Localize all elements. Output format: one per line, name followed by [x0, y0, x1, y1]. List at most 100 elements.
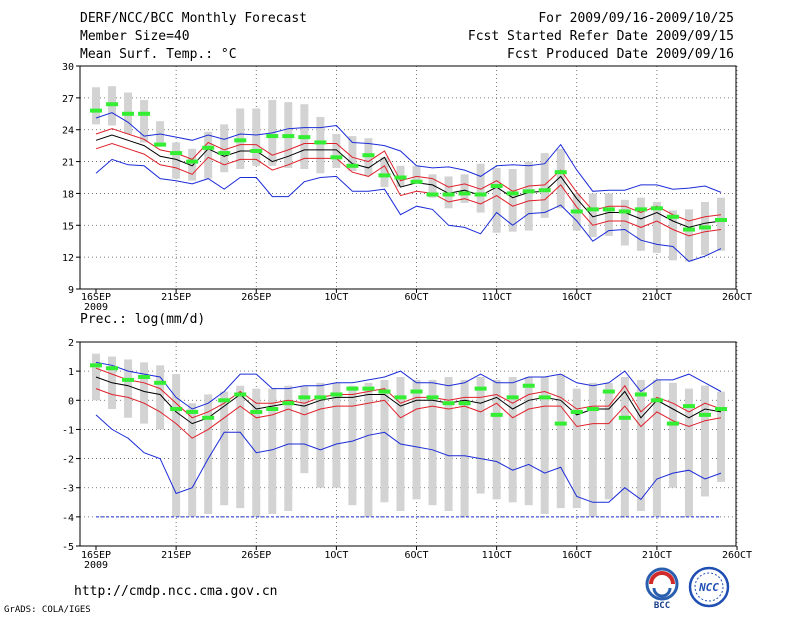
x-tick-label: 26SEP: [241, 550, 271, 561]
ensemble-mean-mark: [394, 395, 407, 400]
grads-credit: GrADS: COLA/IGES: [4, 605, 91, 615]
ensemble-mean-mark: [458, 191, 471, 196]
ensemble-box: [444, 376, 453, 512]
lower-outer-line: [95, 158, 722, 262]
x-tick-label: 11OCT: [482, 550, 512, 561]
x-tick-label: 26OCT: [722, 550, 752, 561]
ensemble-box: [364, 382, 373, 517]
ensemble-mean-mark: [394, 175, 407, 180]
ensemble-mean-mark: [586, 207, 599, 212]
x-tick-label: 1OCT: [324, 292, 348, 303]
x-tick-label: 26SEP: [241, 292, 271, 303]
ensemble-mean-mark: [266, 134, 279, 139]
ensemble-mean-mark: [682, 404, 695, 409]
ensemble-box: [316, 116, 325, 174]
ensemble-mean-mark: [666, 214, 679, 219]
y-tick-label: -5: [62, 542, 74, 553]
ensemble-box: [204, 131, 213, 179]
ensemble-box: [300, 385, 309, 474]
ensemble-box: [220, 124, 229, 173]
x-tick-label: 11OCT: [482, 292, 512, 303]
ensemble-box: [140, 362, 149, 424]
ensemble-mean-mark: [234, 392, 247, 397]
ensemble-box: [524, 376, 533, 506]
ensemble-mean-mark: [586, 407, 599, 412]
ensemble-box: [332, 133, 341, 168]
ensemble-mean-mark: [90, 363, 102, 368]
y-tick-label: 27: [62, 94, 74, 105]
ensemble-box: [524, 161, 533, 231]
ensemble-mean-mark: [650, 398, 663, 403]
ensemble-box: [588, 193, 597, 237]
plot-frame: [79, 65, 737, 290]
ensemble-box: [476, 163, 485, 213]
x-tick-label: 1OCT: [324, 550, 348, 561]
header-period: For 2009/09/16-2009/10/25: [538, 11, 734, 26]
ensemble-mean-mark: [330, 155, 343, 160]
ensemble-mean-mark: [618, 209, 631, 214]
y-tick-label: -2: [62, 455, 74, 466]
ensemble-mean-mark: [234, 138, 247, 143]
ensemble-mean-mark: [170, 151, 183, 156]
header-variable: Mean Surf. Temp.: °C: [80, 47, 237, 62]
upper-inner-line: [95, 128, 722, 222]
ensemble-box: [380, 157, 389, 188]
header-start-date: Fcst Started Refer Date 2009/09/15: [467, 29, 734, 44]
ensemble-box: [717, 197, 725, 251]
ensemble-mean-mark: [538, 188, 551, 193]
ensemble-box: [428, 174, 437, 198]
y-tick-label: 9: [68, 285, 74, 296]
ensemble-box: [460, 174, 469, 203]
ensemble-mean-mark: [122, 377, 135, 382]
ensemble-mean-mark: [138, 374, 151, 379]
x-tick-label: 16SEP: [81, 292, 111, 303]
lower-outer-line: [95, 414, 722, 503]
ensemble-mean-mark: [570, 209, 583, 214]
ensemble-mean-mark: [715, 407, 727, 412]
ensemble-box: [572, 388, 581, 509]
y-tick-label: -1: [62, 425, 74, 436]
ensemble-box: [620, 376, 629, 517]
ensemble-mean-mark: [250, 409, 263, 414]
ensemble-box: [92, 353, 100, 401]
ensemble-mean-mark: [266, 407, 279, 412]
ensemble-box: [268, 388, 277, 514]
ensemble-mean-mark: [554, 170, 567, 175]
ensemble-mean-mark: [442, 192, 455, 197]
ensemble-box: [188, 148, 197, 181]
upper-outer-line: [95, 361, 722, 410]
ensemble-mean-mark: [298, 135, 311, 140]
ensemble-mean-mark: [474, 386, 487, 391]
svg-text:BCC: BCC: [654, 601, 670, 610]
ensemble-box: [284, 385, 293, 512]
ensemble-box: [188, 403, 197, 517]
ensemble-mean-mark: [602, 207, 615, 212]
ensemble-mean-mark: [186, 159, 199, 164]
header-produced-date: Fcst Produced Date 2009/09/16: [507, 47, 734, 62]
ensemble-box: [172, 374, 181, 517]
ensemble-box: [348, 385, 357, 506]
ensemble-mean-mark: [314, 140, 327, 145]
ensemble-box: [668, 210, 677, 261]
y-tick-label: 30: [62, 62, 74, 73]
ensemble-box: [348, 136, 357, 172]
ensemble-mean-mark: [426, 395, 439, 400]
x-year-label: 2009: [84, 302, 108, 313]
ensemble-mean-mark: [378, 389, 391, 394]
ensemble-box: [220, 391, 229, 506]
ensemble-mean-mark: [122, 111, 135, 116]
y-tick-label: 21: [62, 158, 74, 169]
ensemble-mean-mark: [106, 366, 119, 371]
ensemble-mean-mark: [362, 386, 375, 391]
ensemble-mean-mark: [506, 191, 519, 196]
ensemble-mean-mark: [314, 395, 327, 400]
ensemble-mean-mark: [506, 395, 519, 400]
ensemble-box: [604, 382, 613, 500]
ensemble-box: [684, 388, 693, 517]
source-url[interactable]: http://cmdp.ncc.cma.gov.cn: [74, 584, 278, 599]
ensemble-box: [140, 99, 149, 143]
ensemble-mean-mark: [378, 173, 391, 178]
ensemble-box: [652, 379, 661, 517]
ensemble-box: [652, 201, 661, 253]
